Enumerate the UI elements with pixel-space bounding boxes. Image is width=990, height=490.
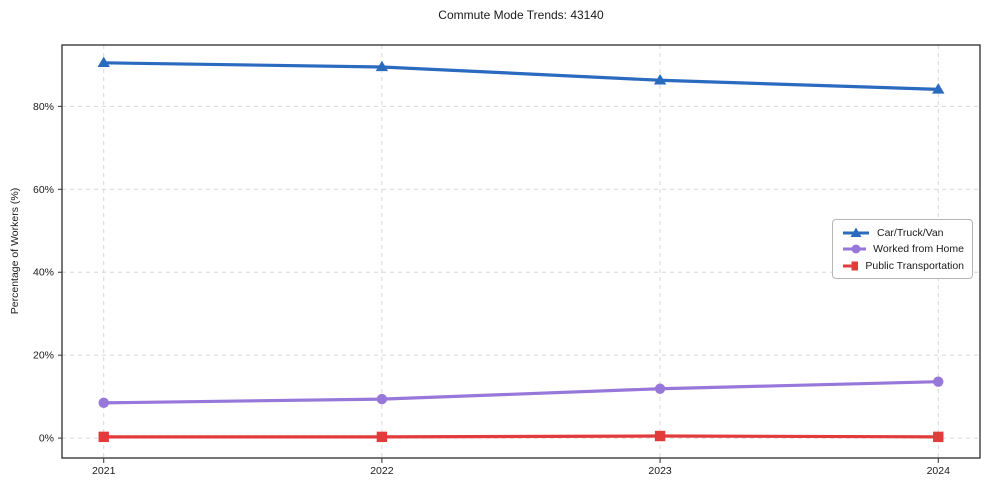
legend-item-car-truck-van: Car/Truck/Van xyxy=(842,225,964,240)
legend-label: Car/Truck/Van xyxy=(877,226,944,239)
y-tick-label: 0% xyxy=(39,433,54,445)
legend: Car/Truck/Van Worked from Home Public Tr… xyxy=(832,219,973,279)
data-point-triangle xyxy=(932,83,945,94)
y-axis-label: Percentage of Workers (%) xyxy=(9,187,21,315)
legend-square-glyph xyxy=(851,261,859,270)
series-line-worked-from-home xyxy=(102,380,940,405)
data-point-triangle xyxy=(97,56,110,68)
legend-label: Public Transportation xyxy=(865,259,964,272)
x-tick-label: 2021 xyxy=(92,465,116,477)
data-point-square xyxy=(933,431,944,443)
data-point-circle xyxy=(654,383,666,394)
y-tick-label: 60% xyxy=(33,184,54,196)
data-point-circle xyxy=(376,393,388,405)
legend-item-public-transportation: Public Transportation xyxy=(842,258,964,273)
data-point-circle xyxy=(98,397,109,409)
x-tick-label: 2024 xyxy=(927,465,951,477)
chart-title: Commute Mode Trends: 43140 xyxy=(438,8,604,22)
series-line-public-transportation xyxy=(102,434,940,439)
data-point-triangle xyxy=(653,74,667,85)
legend-triangle-glyph xyxy=(850,227,862,237)
data-point-square xyxy=(376,431,388,443)
x-tick-label: 2022 xyxy=(370,465,394,477)
y-tick-label: 20% xyxy=(33,350,54,362)
legend-marker-triangle-icon xyxy=(843,227,869,237)
legend-marker-square-icon xyxy=(843,261,859,270)
y-tick-label: 80% xyxy=(33,101,54,113)
legend-marker-circle-icon xyxy=(843,244,867,254)
data-point-circle xyxy=(933,376,944,387)
legend-circle-glyph xyxy=(851,244,861,254)
axes-frame xyxy=(61,44,981,459)
legend-label: Worked from Home xyxy=(873,243,964,255)
y-tick-label: 40% xyxy=(33,267,54,279)
series-line-car-truck-van xyxy=(102,61,940,91)
data-point-square xyxy=(654,430,666,442)
x-tick-label: 2023 xyxy=(648,465,672,477)
legend-item-worked-from-home: Worked from Home xyxy=(842,242,964,257)
data-point-square xyxy=(98,431,109,443)
data-point-triangle xyxy=(375,60,389,72)
